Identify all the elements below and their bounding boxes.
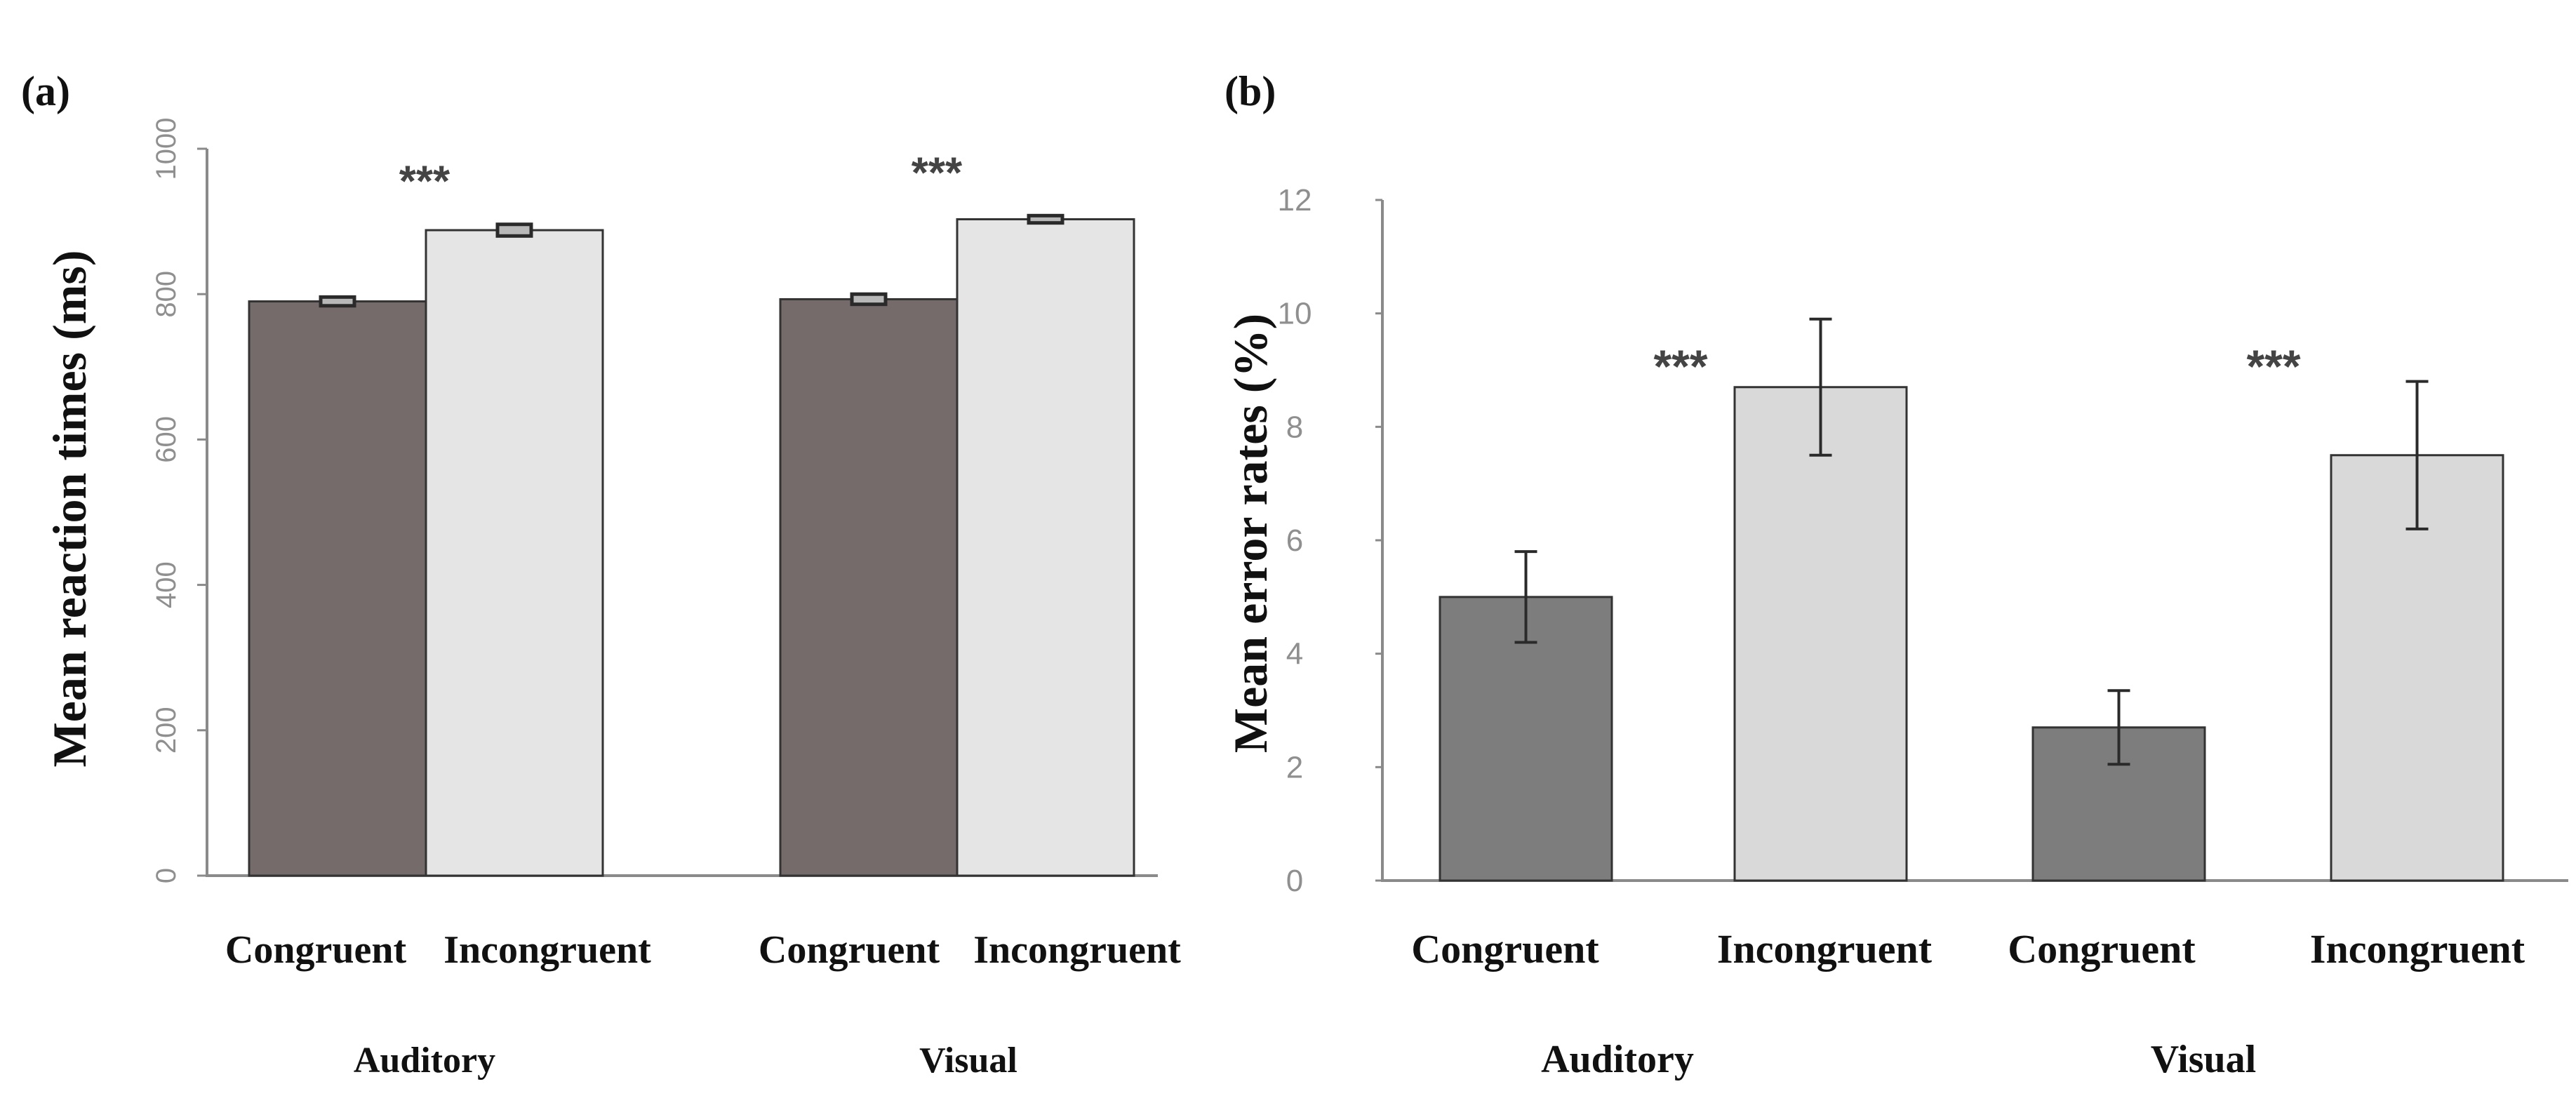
panel-a-label: (a) — [21, 68, 70, 114]
panel-a-error-bar — [1027, 213, 1065, 225]
panel-a-y-tick-label: 200 — [151, 707, 182, 754]
panel-a-significance-marker: *** — [399, 158, 451, 206]
panel-a-bar-auditory-congruent — [248, 300, 427, 877]
panel-a-category-label: Incongruent — [973, 928, 1181, 972]
panel-a-bar-auditory-incongruent — [425, 229, 604, 877]
panel-a-y-tick-label: 0 — [151, 868, 182, 883]
panel-a-group-label: Auditory — [354, 1041, 495, 1081]
panel-a-bar-visual-congruent — [779, 297, 959, 877]
panel-b-category-label: Congruent — [2008, 926, 2196, 972]
panel-a-category-label: Congruent — [759, 928, 940, 972]
panel-b-bar-auditory-incongruent — [1733, 386, 1908, 882]
panel-a-group-label: Visual — [919, 1041, 1017, 1081]
panel-b-group-label: Visual — [2151, 1038, 2256, 1081]
panel-b-y-tick-label: 4 — [1286, 637, 1303, 671]
panel-b-label: (b) — [1224, 68, 1276, 114]
panel-b-y-tick-label: 6 — [1286, 523, 1303, 558]
panel-b-category-label: Incongruent — [1717, 926, 1933, 972]
panel-a-error-bar — [850, 292, 888, 307]
panel-a-category-label: Congruent — [225, 928, 407, 972]
panel-a-error-bar — [319, 295, 356, 308]
panel-a-y-tick-label: 400 — [151, 561, 182, 608]
panel-a: (a) Mean reaction times (ms) 0 200 400 600 8… — [21, 68, 1181, 1081]
panel-a-y-tick-label: 1000 — [151, 118, 182, 180]
panel-b-y-tick-label: 12 — [1278, 183, 1312, 218]
panel-b-group-label: Auditory — [1541, 1038, 1694, 1081]
panel-b-bar-auditory-congruent — [1439, 596, 1613, 882]
panel-b-significance-marker: *** — [2246, 340, 2300, 392]
panel-b-y-tick-label: 2 — [1286, 750, 1303, 784]
panel-a-significance-marker: *** — [912, 149, 963, 197]
panel-a-y-tick-label: 800 — [151, 271, 182, 318]
panel-b-y-tick-label: 8 — [1286, 410, 1303, 444]
panel-a-bar-visual-incongruent — [956, 218, 1135, 877]
panel-b-significance-marker: *** — [1653, 340, 1707, 392]
panel-a-category-label: Incongruent — [443, 928, 651, 972]
panel-b-category-label: Congruent — [1411, 926, 1599, 972]
panel-b: (b) Mean error rates (%) 0 2 4 6 8 10 12 *** Con… — [1224, 68, 2568, 1081]
panel-b-y-tick-label: 10 — [1278, 297, 1312, 331]
panel-b-y-axis-label: Mean error rates (%) — [1224, 314, 1277, 753]
panel-b-y-tick-label: 0 — [1286, 864, 1303, 898]
panel-b-category-label: Incongruent — [2310, 926, 2525, 972]
panel-a-error-bar — [495, 222, 533, 238]
panel-a-y-tick-label: 600 — [151, 416, 182, 463]
panel-a-y-axis-label: Mean reaction times (ms) — [43, 250, 96, 767]
